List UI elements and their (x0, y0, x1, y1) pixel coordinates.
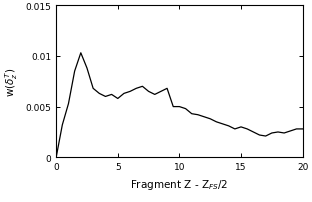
X-axis label: Fragment Z - Z$_{FS}$/2: Fragment Z - Z$_{FS}$/2 (130, 177, 228, 191)
Y-axis label: w($\delta_z^T$): w($\delta_z^T$) (3, 67, 20, 97)
